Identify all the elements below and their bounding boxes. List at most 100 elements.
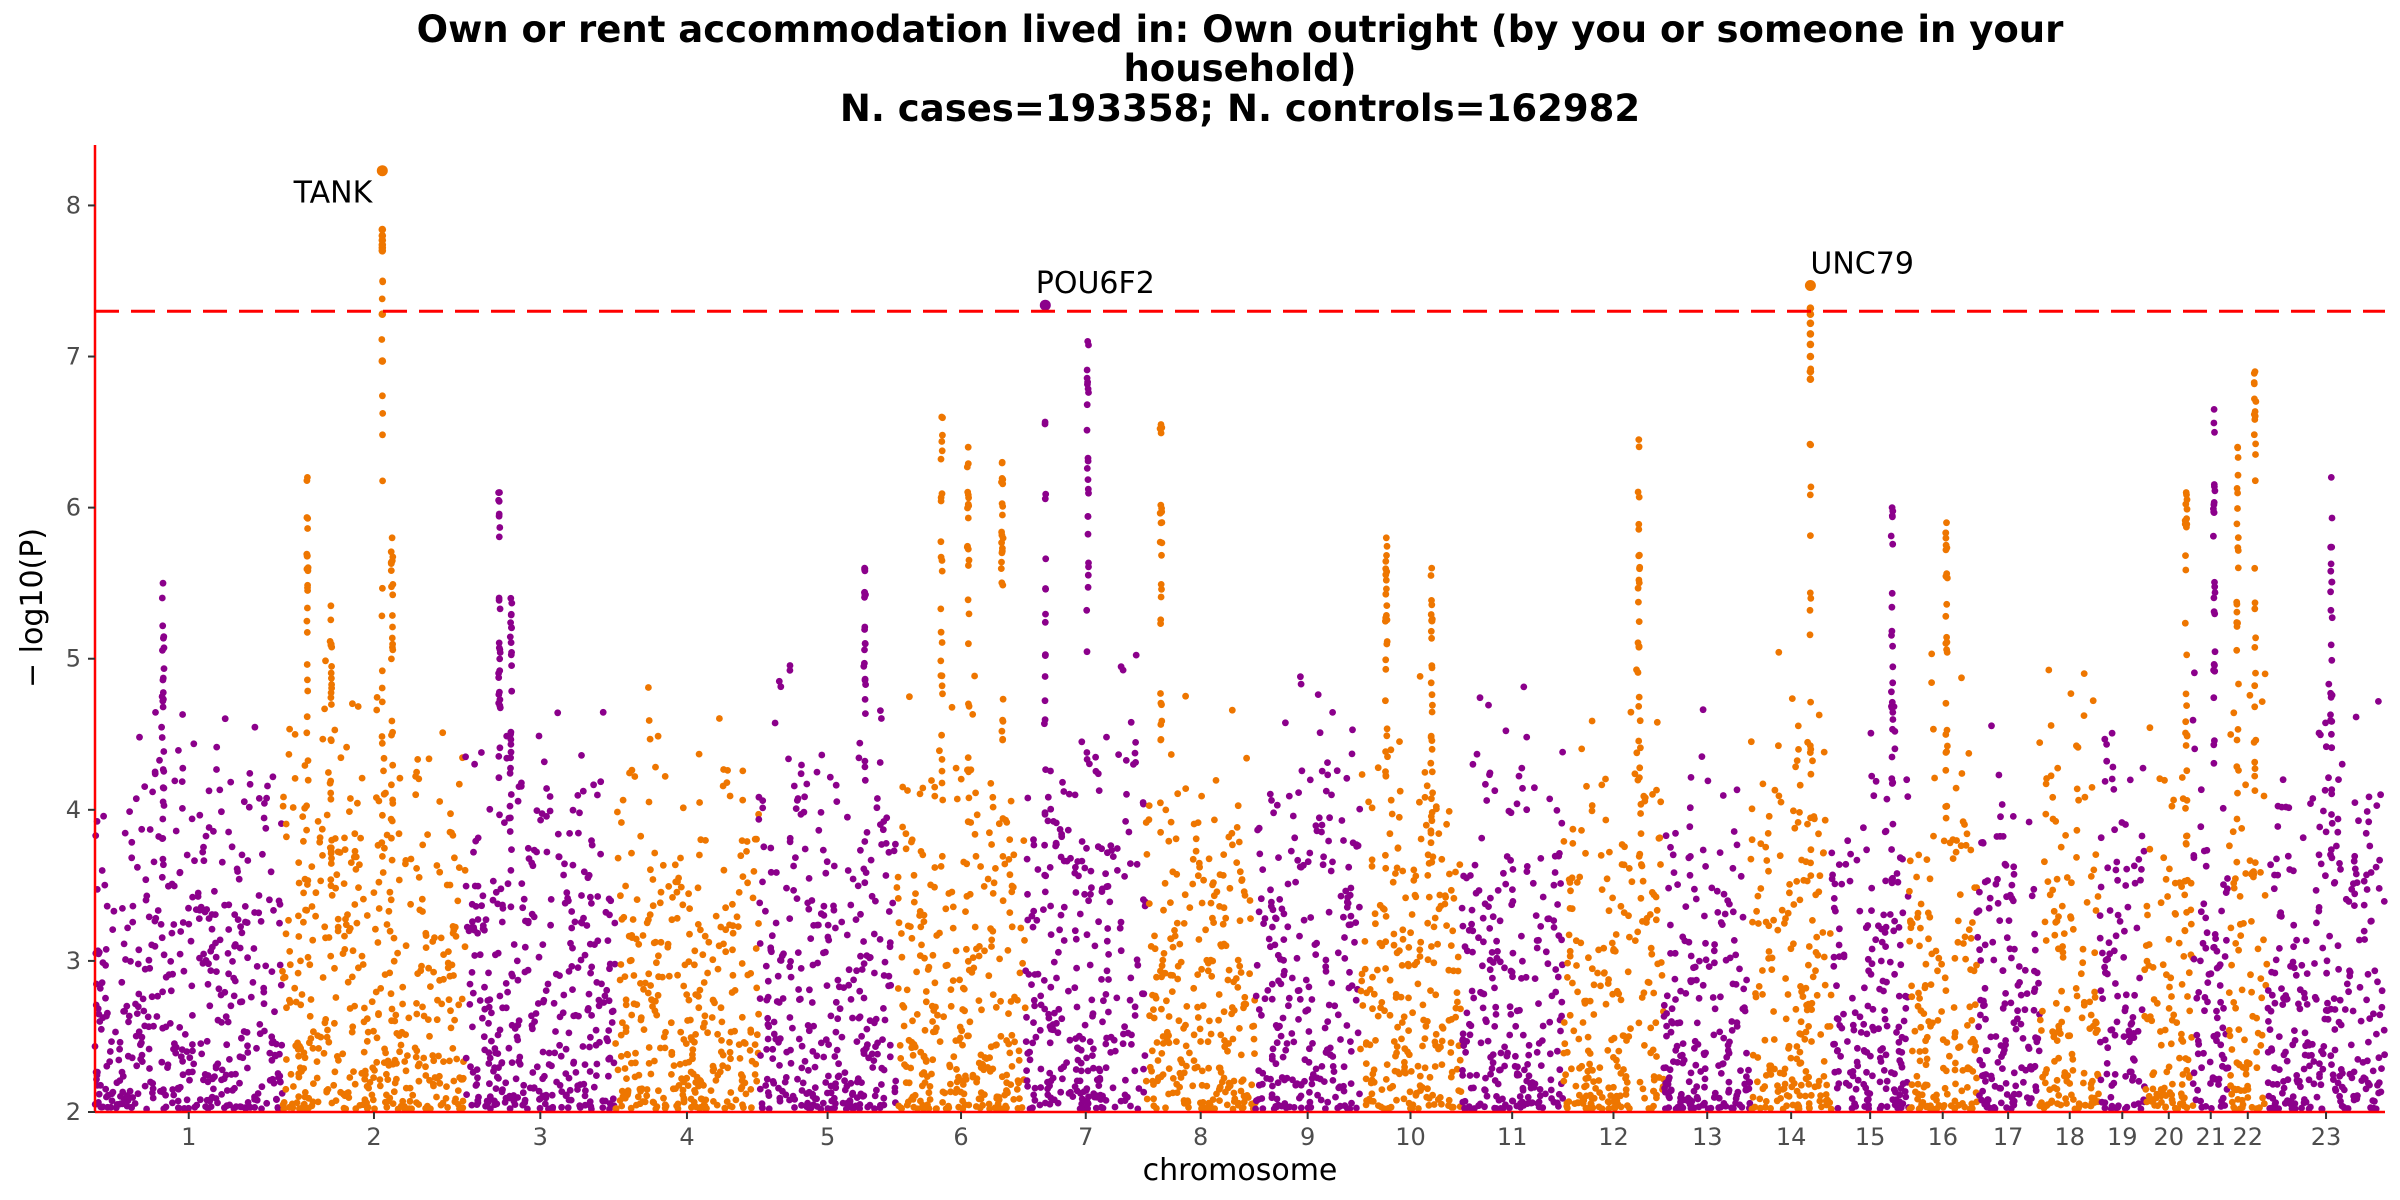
snp-point: [202, 957, 210, 964]
snp-point: [1718, 921, 1726, 928]
snp-point: [231, 1084, 238, 1092]
snp-point: [244, 1042, 251, 1050]
snp-point: [1479, 914, 1487, 922]
snp-point: [660, 1033, 668, 1041]
snp-point: [776, 1097, 784, 1105]
snp-point: [1215, 1016, 1222, 1024]
snp-point: [331, 964, 338, 972]
snp-point: [542, 987, 550, 994]
snp-point: [1951, 1066, 1959, 1074]
snp-point: [1531, 784, 1538, 792]
snp-point: [469, 1023, 476, 1031]
snp-point: [588, 900, 595, 907]
snp-point: [1198, 792, 1205, 800]
snp-point: [1122, 1076, 1129, 1084]
snp-point: [847, 901, 855, 909]
snp-point: [2019, 1035, 2027, 1042]
snp-point: [424, 1016, 432, 1023]
snp-point: [1848, 1095, 1856, 1102]
snp-point: [1412, 1091, 1420, 1099]
snp-point: [775, 677, 783, 685]
snp-point: [1272, 915, 1280, 923]
snp-point: [585, 871, 593, 879]
snp-point: [1868, 884, 1876, 892]
snp-point: [1481, 1086, 1488, 1094]
snp-point: [695, 1082, 702, 1090]
snp-point: [1909, 1047, 1916, 1055]
snp-point: [213, 968, 220, 975]
snp-point: [1261, 995, 1269, 1003]
snp-point: [1518, 932, 1525, 940]
snp-point: [381, 844, 388, 852]
peak-point: [304, 587, 311, 594]
peak-point: [861, 623, 869, 631]
snp-point: [1172, 835, 1180, 843]
snp-point: [586, 1068, 594, 1075]
snp-point: [319, 735, 327, 743]
snp-point: [189, 1012, 196, 1019]
snp-point: [1828, 849, 1836, 857]
snp-point: [861, 1047, 868, 1054]
snp-point: [1467, 1022, 1475, 1030]
snp-point: [1128, 1031, 1135, 1039]
peak-point: [1383, 725, 1391, 733]
snp-point: [1891, 745, 1899, 753]
snp-point: [1759, 780, 1767, 788]
snp-point: [874, 795, 881, 802]
snp-point: [1809, 917, 1816, 924]
snp-point: [1432, 991, 1440, 999]
snp-point: [1784, 991, 1792, 998]
snp-point: [710, 1065, 718, 1073]
snp-point: [1329, 858, 1336, 866]
snp-point: [266, 1076, 274, 1084]
snp-point: [1550, 924, 1558, 931]
snp-point: [103, 902, 111, 910]
snp-point: [372, 925, 379, 933]
snp-point: [253, 1044, 260, 1052]
snp-point: [1931, 774, 1938, 782]
snp-point: [791, 1104, 798, 1111]
snp-point: [704, 969, 711, 977]
snp-point: [371, 1105, 378, 1113]
snp-point: [543, 785, 550, 792]
peak-point: [160, 768, 168, 775]
peak-point: [998, 727, 1006, 735]
snp-point: [218, 1019, 226, 1026]
snp-point: [928, 1002, 936, 1010]
snp-point: [1199, 1002, 1207, 1010]
snp-point: [159, 988, 167, 996]
snp-point: [1667, 921, 1674, 929]
snp-point: [1016, 1095, 1023, 1102]
snp-point: [1761, 1036, 1769, 1044]
snp-point: [835, 983, 843, 991]
snp-point: [1356, 1090, 1363, 1098]
snp-point: [1628, 878, 1636, 886]
snp-point: [1056, 926, 1063, 934]
snp-point: [1752, 993, 1760, 1001]
snp-point: [727, 1055, 734, 1063]
snp-point: [1930, 725, 1937, 733]
snp-point: [1236, 868, 1244, 876]
snp-point: [436, 1079, 444, 1087]
snp-point: [1270, 809, 1277, 817]
snp-point: [1489, 959, 1497, 966]
snp-point: [1160, 906, 1167, 914]
snp-point: [481, 983, 488, 991]
snp-point: [881, 1016, 889, 1024]
snp-point: [714, 1030, 721, 1038]
snp-point: [513, 957, 521, 965]
snp-point: [1205, 1064, 1212, 1072]
snp-point: [1358, 970, 1366, 978]
snp-point: [1639, 1085, 1647, 1093]
snp-point: [1229, 1035, 1237, 1043]
snp-point: [519, 904, 527, 912]
snp-point: [891, 1084, 899, 1092]
snp-point: [1081, 890, 1088, 898]
snp-point: [619, 796, 627, 804]
snp-point: [1421, 1064, 1429, 1072]
snp-point: [1302, 976, 1310, 984]
snp-point: [1318, 828, 1325, 836]
snp-point: [1476, 694, 1484, 702]
snp-point: [1072, 863, 1079, 871]
snp-point: [1470, 994, 1478, 1002]
